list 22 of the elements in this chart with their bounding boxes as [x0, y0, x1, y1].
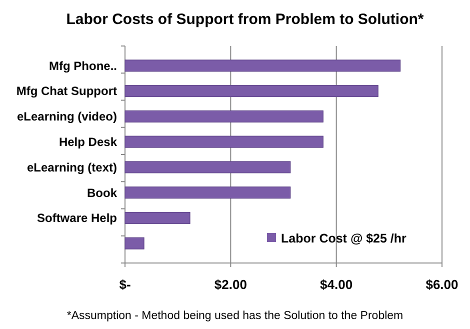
y-tick-label: Help Desk — [58, 135, 118, 150]
legend-label: Labor Cost @ $25 /hr — [281, 231, 407, 246]
bar — [124, 85, 378, 98]
bar — [124, 110, 324, 122]
text: *Assumption - Method being used has the Solution to the Problem — [66, 310, 404, 322]
x-tick-label: $6.00 — [426, 277, 458, 292]
x-tick-label: $- — [119, 277, 131, 292]
bar — [124, 136, 324, 148]
bar — [124, 161, 291, 174]
bar — [124, 186, 291, 199]
y-tick-label: Mfg Chat Support — [16, 84, 117, 98]
x-tick-label: $4.00 — [320, 277, 353, 292]
x-tick-label: $2.00 — [214, 277, 247, 292]
y-tick-label: eLearning (text) — [26, 160, 117, 174]
bar — [124, 60, 401, 72]
y-tick-label: Software Help — [36, 211, 117, 226]
bar — [124, 237, 144, 250]
y-tick-label: eLearning (video) — [16, 110, 117, 124]
bar — [124, 212, 190, 224]
y-tick-label: Mfg Phone.. — [49, 58, 117, 73]
y-tick-label: Book — [87, 186, 118, 200]
chart-title: Labor Costs of Support from Problem to Solution* — [66, 11, 424, 28]
